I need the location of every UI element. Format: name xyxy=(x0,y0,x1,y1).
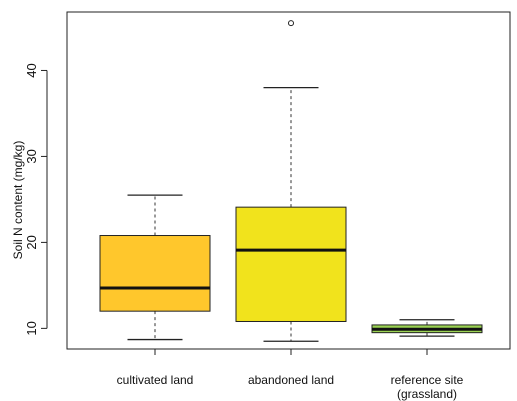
category-label: abandoned land xyxy=(248,373,334,387)
x-axis: cultivated land abandoned land reference s… xyxy=(117,349,464,401)
iqr-box xyxy=(99,235,211,312)
box-group xyxy=(371,319,483,337)
plot-frame xyxy=(66,11,511,350)
y-axis: 10 20 30 40 xyxy=(24,63,48,336)
outlier-point xyxy=(288,20,294,27)
box-group xyxy=(99,194,211,341)
iqr-box xyxy=(235,206,347,322)
y-tick-label: 30 xyxy=(24,149,39,163)
boxes xyxy=(99,20,483,342)
category-label: cultivated land xyxy=(117,373,194,387)
y-tick-label: 20 xyxy=(24,235,39,249)
y-axis-title: Soil N content (mg/kg) xyxy=(11,141,25,260)
y-tick-label: 10 xyxy=(24,321,39,335)
y-tick-label: 40 xyxy=(24,63,39,77)
box-group xyxy=(235,20,347,342)
axes: 10 20 30 40 cultivated land abandoned land re… xyxy=(11,11,511,401)
category-label: (grassland) xyxy=(397,387,457,401)
category-label: reference site xyxy=(391,373,464,387)
